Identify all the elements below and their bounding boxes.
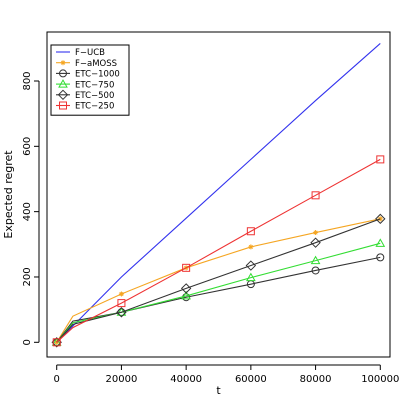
legend-box	[50, 44, 130, 116]
legend-marker	[57, 89, 69, 101]
series-line	[56, 256, 381, 343]
plot-frame	[46, 31, 391, 358]
x-tick-label: 20000	[106, 374, 138, 385]
y-tick-label: 200	[22, 267, 33, 286]
series-2	[52, 253, 385, 347]
data-point	[52, 338, 61, 347]
data-point	[245, 272, 256, 282]
legend-entry: ETC−750	[56, 79, 114, 90]
data-point	[310, 255, 321, 265]
data-point	[248, 244, 254, 250]
series-5	[52, 155, 385, 347]
y-tick-label: 600	[22, 137, 33, 156]
series-line	[56, 242, 381, 343]
legend-label: ETC−1000	[75, 70, 120, 80]
y-axis-label: Expected regret	[2, 150, 15, 239]
legend-label: F−UCB	[75, 48, 105, 58]
legend-entry: F−UCB	[56, 48, 105, 58]
series-line	[56, 158, 381, 343]
x-tick-label: 40000	[170, 374, 202, 385]
data-point	[376, 155, 385, 164]
legend-entry: ETC−250	[56, 101, 114, 112]
legend: F−UCBF−aMOSSETC−1000ETC−750ETC−500ETC−25…	[50, 44, 130, 116]
series-3	[51, 238, 386, 346]
y-tick-label: 800	[22, 71, 33, 90]
legend-entry: F−aMOSS	[56, 59, 117, 69]
data-point	[311, 191, 320, 200]
data-point	[117, 299, 126, 308]
series-0	[56, 43, 381, 343]
legend-label: F−aMOSS	[75, 59, 117, 69]
legend-marker	[59, 69, 67, 78]
data-point	[310, 237, 321, 248]
data-point	[245, 260, 257, 271]
series-line	[56, 218, 381, 343]
x-tick-label: 0	[54, 374, 60, 385]
y-tick-label: 400	[22, 202, 33, 221]
data-point	[375, 213, 386, 225]
axes: 0 20000 40000 60000 80000 100000 0 200 400 600 800	[22, 71, 399, 385]
data-point	[376, 253, 385, 262]
x-tick-label: 80000	[300, 374, 332, 385]
x-tick-label: 60000	[235, 374, 267, 385]
series-4	[51, 213, 386, 348]
legend-marker	[58, 79, 68, 88]
x-tick-label: 100000	[361, 374, 399, 385]
data-point	[311, 266, 320, 275]
data-point	[54, 339, 60, 345]
y-tick-label: 0	[22, 339, 33, 345]
data-point	[313, 230, 319, 236]
data-point	[116, 307, 127, 318]
legend-label: ETC−500	[75, 91, 114, 101]
series-layer	[51, 43, 386, 348]
x-axis-label: t	[216, 384, 221, 397]
legend-marker	[60, 60, 66, 66]
data-point	[375, 238, 386, 247]
legend-entry: ETC−500	[56, 89, 114, 101]
legend-label: ETC−250	[75, 102, 114, 112]
legend-entry: ETC−1000	[56, 69, 120, 80]
data-point	[180, 283, 192, 294]
series-line	[56, 43, 381, 343]
legend-label: ETC−750	[75, 80, 114, 90]
data-point	[118, 291, 124, 297]
data-point	[181, 290, 192, 300]
data-point	[182, 263, 191, 272]
data-point	[246, 227, 255, 236]
series-line	[56, 218, 381, 343]
legend-marker	[59, 101, 67, 110]
